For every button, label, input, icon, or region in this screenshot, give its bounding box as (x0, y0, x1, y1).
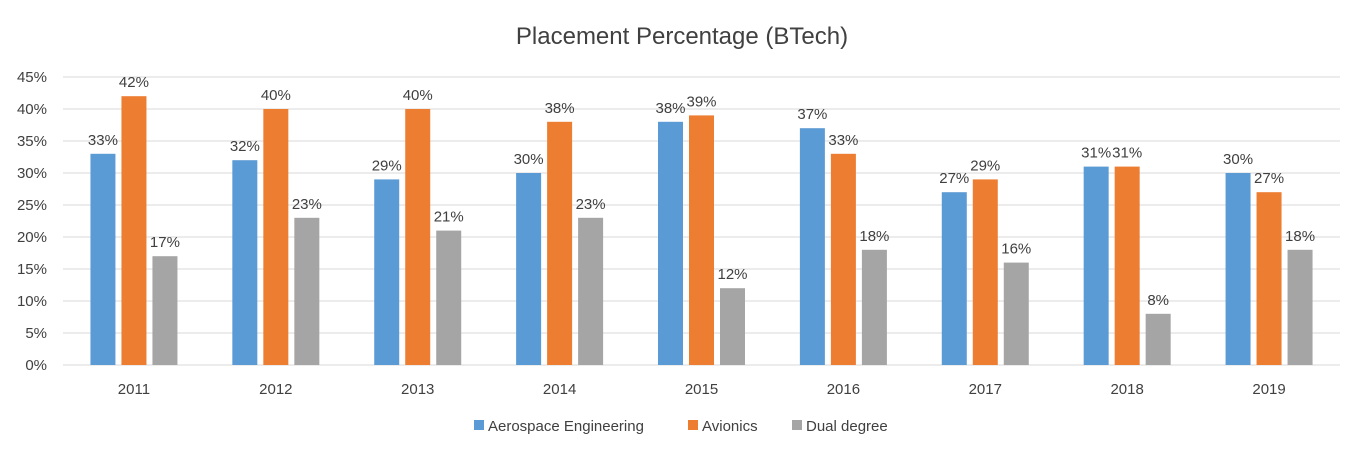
bars (90, 96, 1313, 366)
bar-dual-degree-2019 (1287, 249, 1313, 365)
bar-avionics-2019 (1256, 192, 1282, 365)
bar-avionics-2013 (405, 109, 431, 365)
data-label: 21% (434, 209, 464, 226)
data-label: 29% (970, 157, 1000, 174)
bar-aerospace-engineering-2011 (90, 153, 116, 365)
data-label: 8% (1147, 292, 1169, 309)
data-label: 30% (1223, 151, 1253, 168)
x-axis: 2011 2012 2013 2014 2015 2016 2017 2018 2019 (118, 381, 1286, 398)
data-label: 33% (88, 132, 118, 149)
legend-label: Dual degree (806, 418, 888, 435)
y-tick-label: 45% (17, 69, 47, 86)
data-label: 33% (828, 132, 858, 149)
data-label: 18% (1285, 228, 1315, 245)
y-tick-label: 35% (17, 133, 47, 150)
bar-aerospace-engineering-2015 (658, 121, 683, 365)
data-label: 29% (372, 157, 402, 174)
data-label: 31% (1112, 145, 1142, 162)
y-tick-label: 20% (17, 229, 47, 246)
legend-label: Aerospace Engineering (488, 418, 644, 435)
bar-avionics-2018 (1114, 166, 1140, 365)
data-label: 18% (859, 228, 889, 245)
bar-avionics-2012 (263, 109, 289, 365)
bar-aerospace-engineering-2014 (516, 173, 542, 365)
data-label: 23% (292, 196, 322, 213)
bar-avionics-2016 (830, 153, 856, 365)
y-tick-label: 0% (25, 357, 47, 374)
bar-dual-degree-2012 (294, 217, 320, 365)
legend: Aerospace Engineering Avionics Dual degree (474, 418, 888, 435)
x-tick-label: 2017 (969, 381, 1002, 398)
data-label: 42% (119, 74, 149, 91)
bar-dual-degree-2018 (1145, 313, 1171, 365)
data-label: 40% (261, 87, 291, 104)
y-tick-label: 5% (25, 325, 47, 342)
x-tick-label: 2019 (1252, 381, 1285, 398)
y-tick-label: 30% (17, 165, 47, 182)
data-label: 30% (514, 151, 544, 168)
bar-dual-degree-2011 (152, 256, 178, 365)
y-axis: 0% 5% 10% 15% 20% 25% 30% 35% 40% 45% (17, 69, 47, 374)
data-label: 23% (576, 196, 606, 213)
x-tick-label: 2018 (1110, 381, 1143, 398)
bar-avionics-2015 (689, 115, 714, 366)
x-tick-label: 2013 (401, 381, 434, 398)
x-tick-label: 2016 (827, 381, 860, 398)
y-tick-label: 15% (17, 261, 47, 278)
bar-aerospace-engineering-2013 (374, 179, 400, 365)
data-label: 16% (1001, 241, 1031, 258)
chart-title: Placement Percentage (BTech) (516, 23, 848, 50)
x-tick-label: 2014 (543, 381, 576, 398)
bar-aerospace-engineering-2016 (799, 128, 825, 365)
data-label: 38% (545, 100, 575, 117)
data-label: 27% (1254, 170, 1284, 187)
y-tick-label: 40% (17, 101, 47, 118)
data-label: 37% (797, 106, 827, 123)
bar-dual-degree-2014 (578, 217, 604, 365)
x-tick-label: 2015 (685, 381, 718, 398)
data-labels: 33%42%17%32%40%23%29%40%21%30%38%23%38% 3… (88, 74, 1315, 309)
y-tick-label: 25% (17, 197, 47, 214)
bar-avionics-2014 (547, 121, 573, 365)
data-label: 32% (230, 138, 260, 155)
x-tick-label: 2011 (118, 381, 150, 398)
data-label: 39% (686, 93, 716, 110)
bar-aerospace-engineering-2017 (941, 192, 967, 365)
legend-swatch (688, 420, 698, 430)
bar-dual-degree-2017 (1003, 262, 1029, 365)
bar-avionics-2017 (972, 179, 998, 365)
data-label: 38% (655, 100, 685, 117)
bar-dual-degree-2013 (436, 230, 462, 365)
bar-avionics-2011 (121, 96, 147, 365)
bar-dual-degree-2015 (720, 288, 745, 365)
data-label: 17% (150, 234, 180, 251)
bar-aerospace-engineering-2018 (1083, 166, 1109, 365)
x-tick-label: 2012 (259, 381, 292, 398)
legend-swatch (792, 420, 802, 430)
legend-swatch (474, 420, 484, 430)
data-label: 40% (403, 87, 433, 104)
y-tick-label: 10% (17, 293, 47, 310)
data-label: 12% (717, 266, 747, 283)
data-label: 27% (939, 170, 969, 187)
legend-label: Avionics (702, 418, 758, 435)
data-label: 31% (1081, 145, 1111, 162)
bar-aerospace-engineering-2019 (1225, 173, 1251, 365)
bar-aerospace-engineering-2012 (232, 160, 258, 365)
bar-dual-degree-2016 (861, 249, 887, 365)
